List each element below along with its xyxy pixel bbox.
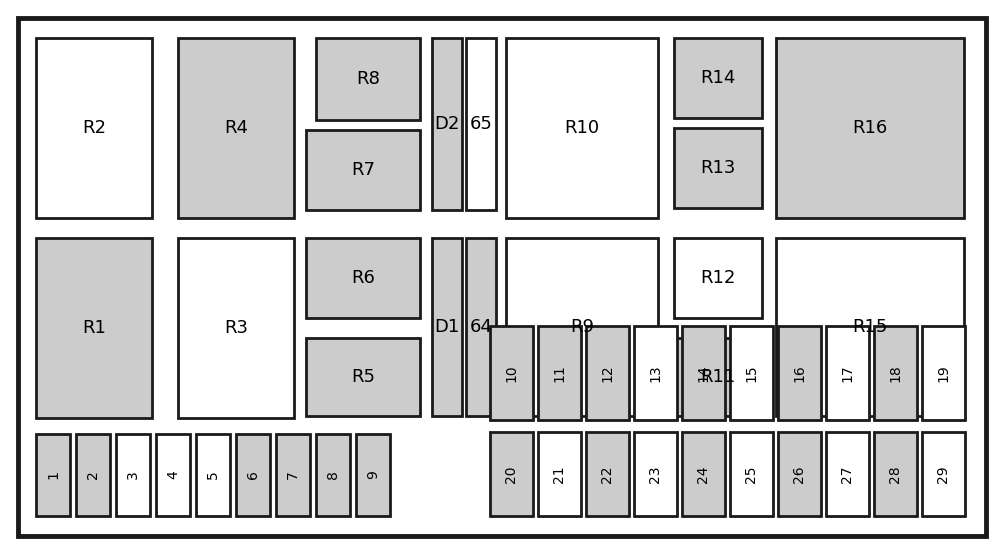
Text: D1: D1 <box>434 318 459 336</box>
Bar <box>155 434 190 516</box>
Text: 19: 19 <box>936 364 950 382</box>
Text: 2: 2 <box>86 471 100 479</box>
Bar <box>306 338 419 416</box>
Text: R6: R6 <box>351 269 374 287</box>
Text: 65: 65 <box>469 115 491 133</box>
Bar <box>356 434 389 516</box>
Bar <box>316 38 419 120</box>
Bar <box>777 432 820 516</box>
Bar <box>921 432 964 516</box>
Text: 23: 23 <box>648 465 662 483</box>
Text: 24: 24 <box>696 465 710 483</box>
Bar <box>729 326 772 420</box>
Text: R3: R3 <box>224 319 248 337</box>
Bar <box>681 326 724 420</box>
Bar <box>36 434 70 516</box>
Text: 14: 14 <box>696 364 710 382</box>
Bar <box>465 238 495 416</box>
Text: 64: 64 <box>469 318 491 336</box>
Text: R5: R5 <box>351 368 375 386</box>
Bar <box>586 326 628 420</box>
Bar <box>538 432 581 516</box>
Text: 5: 5 <box>206 471 220 479</box>
Bar <box>777 326 820 420</box>
Text: 12: 12 <box>600 364 614 382</box>
Text: 25: 25 <box>744 465 757 483</box>
Bar <box>825 432 869 516</box>
Text: 8: 8 <box>326 471 340 479</box>
Text: 15: 15 <box>744 364 757 382</box>
Text: 4: 4 <box>165 471 180 479</box>
Bar <box>306 238 419 318</box>
Bar <box>775 38 963 218</box>
Text: R12: R12 <box>700 269 735 287</box>
Text: R13: R13 <box>700 159 735 177</box>
Bar <box>196 434 230 516</box>
Bar <box>316 434 350 516</box>
Bar <box>36 38 151 218</box>
Bar <box>276 434 310 516</box>
Bar <box>633 326 676 420</box>
Bar <box>673 128 761 208</box>
Text: R10: R10 <box>564 119 599 137</box>
Text: R7: R7 <box>351 161 375 179</box>
Text: 22: 22 <box>600 465 614 483</box>
Text: R2: R2 <box>82 119 106 137</box>
Text: R14: R14 <box>700 69 735 87</box>
Bar <box>633 432 676 516</box>
Bar <box>681 432 724 516</box>
Text: 27: 27 <box>840 465 854 483</box>
Text: D2: D2 <box>434 115 459 133</box>
Bar <box>116 434 149 516</box>
Text: 28: 28 <box>888 465 902 483</box>
Bar <box>874 432 916 516</box>
Text: 6: 6 <box>246 471 260 479</box>
Bar <box>36 238 151 418</box>
Text: 3: 3 <box>125 471 139 479</box>
Bar <box>236 434 270 516</box>
Bar <box>76 434 110 516</box>
Bar <box>465 38 495 210</box>
Text: R11: R11 <box>700 368 735 386</box>
Text: 29: 29 <box>936 465 950 483</box>
Bar <box>431 38 461 210</box>
Bar <box>431 238 461 416</box>
Text: 1: 1 <box>46 471 60 479</box>
Text: 13: 13 <box>648 364 662 382</box>
Text: R9: R9 <box>570 318 594 336</box>
Bar <box>673 338 761 416</box>
Text: 21: 21 <box>552 465 566 483</box>
Text: 7: 7 <box>286 471 300 479</box>
Bar <box>506 238 657 416</box>
Text: R8: R8 <box>356 70 379 88</box>
Bar <box>775 238 963 416</box>
Bar <box>673 38 761 118</box>
Text: 26: 26 <box>791 465 805 483</box>
Text: 20: 20 <box>504 465 518 483</box>
Bar <box>874 326 916 420</box>
Text: 10: 10 <box>504 364 518 382</box>
Text: 18: 18 <box>888 364 902 382</box>
Text: R16: R16 <box>852 119 887 137</box>
Bar <box>586 432 628 516</box>
Text: R4: R4 <box>224 119 248 137</box>
Text: 9: 9 <box>366 471 379 479</box>
Bar <box>729 432 772 516</box>
Text: R15: R15 <box>852 318 887 336</box>
Bar <box>489 326 533 420</box>
Bar <box>921 326 964 420</box>
Bar <box>825 326 869 420</box>
Text: 16: 16 <box>791 364 805 382</box>
Bar <box>178 238 294 418</box>
Bar <box>178 38 294 218</box>
Bar <box>506 38 657 218</box>
Bar <box>673 238 761 318</box>
Bar <box>489 432 533 516</box>
Text: 11: 11 <box>552 364 566 382</box>
Bar <box>306 130 419 210</box>
Text: 17: 17 <box>840 364 854 382</box>
Bar <box>538 326 581 420</box>
Text: R1: R1 <box>82 319 106 337</box>
